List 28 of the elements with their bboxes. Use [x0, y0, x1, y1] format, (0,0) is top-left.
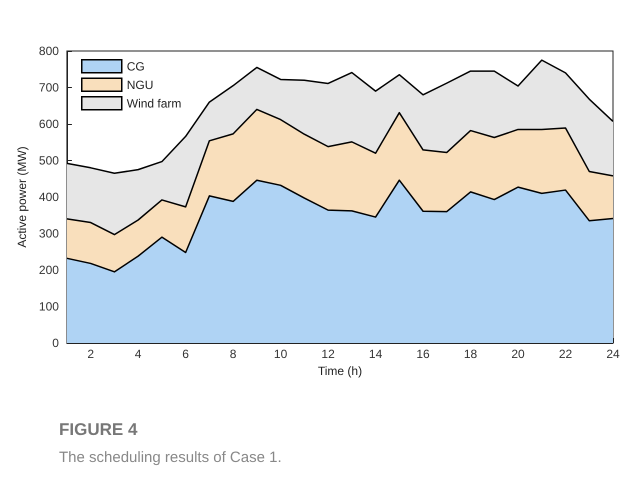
legend-label: Wind farm	[126, 96, 182, 110]
y-tick-label: 100	[38, 300, 60, 314]
x-tick-label: 20	[511, 347, 526, 361]
x-tick-label: 24	[606, 347, 620, 361]
legend-label: CG	[126, 59, 145, 74]
y-tick-label: 800	[38, 44, 60, 58]
x-tick-label: 4	[134, 347, 142, 361]
x-tick-label: 18	[464, 347, 478, 361]
x-tick-label: 6	[182, 347, 190, 361]
x-tick-label: 14	[368, 347, 383, 361]
y-tick-label: 200	[38, 263, 60, 277]
text: The scheduling results of Case 1.	[59, 449, 282, 466]
text: FIGURE 4	[59, 420, 138, 439]
y-tick-label: 700	[38, 80, 60, 94]
y-axis-title: Active power (MW)	[15, 146, 29, 248]
x-tick-label: 22	[558, 347, 573, 361]
y-tick-label: 400	[38, 190, 60, 204]
x-tick-label: 12	[321, 347, 336, 361]
legend-label: NGU	[126, 78, 154, 92]
x-tick-label: 8	[230, 347, 237, 361]
x-tick-label: 16	[416, 347, 430, 361]
y-tick-label: 600	[38, 117, 60, 131]
x-tick-label: 2	[87, 347, 94, 361]
x-tick-label: 10	[274, 347, 288, 361]
y-tick-label: 500	[38, 154, 60, 168]
y-tick-label: 300	[38, 226, 60, 240]
y-tick-label: 0	[52, 336, 60, 350]
x-axis-title: Time (h)	[318, 364, 362, 378]
